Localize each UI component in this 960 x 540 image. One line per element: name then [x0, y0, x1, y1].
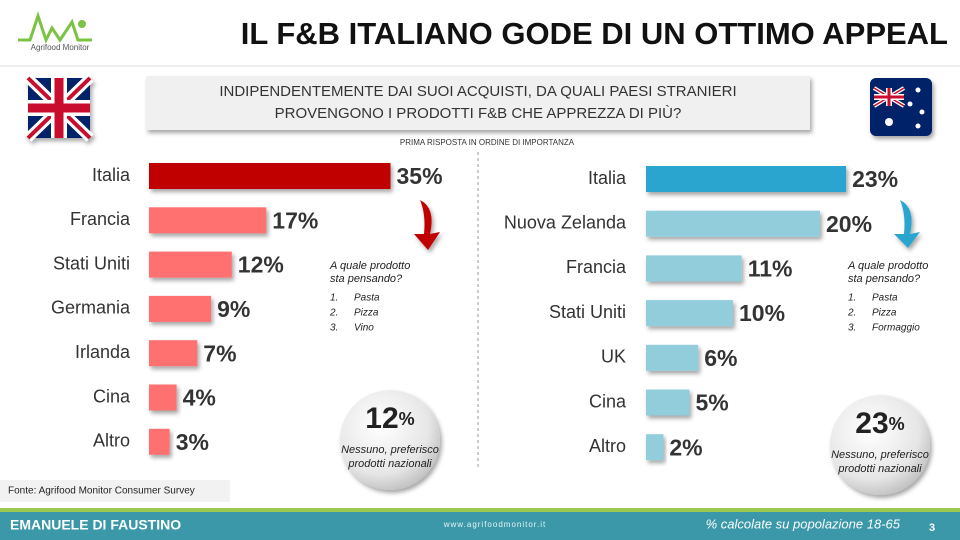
australia-flag	[870, 78, 932, 136]
annotation-item: Pasta	[872, 293, 898, 304]
category-label: Altro	[589, 436, 626, 456]
annotation-item: Pizza	[354, 308, 379, 319]
category-label: Italia	[92, 165, 131, 185]
website: www.agrifoodmonitor.it	[443, 520, 546, 529]
source-box	[0, 480, 230, 502]
annotation-number: 3.	[330, 323, 338, 334]
category-label: Francia	[70, 209, 131, 229]
question: INDIPENDENTEMENTE DAI SUOI ACQUISTI, DA …	[219, 83, 736, 100]
bar	[149, 340, 198, 367]
annotation-number: 1.	[848, 293, 856, 304]
value-label: 4%	[183, 385, 216, 411]
logo-text: Agrifood Monitor	[31, 43, 90, 52]
category-label: Stati Uniti	[549, 302, 626, 322]
category-label: Francia	[566, 257, 627, 277]
value-label: 6%	[704, 345, 737, 371]
value-label: 10%	[739, 300, 785, 326]
bar	[149, 384, 177, 411]
bubble-text: prodotti nazionali	[837, 463, 922, 475]
category-label: Altro	[93, 431, 130, 451]
category-label: Italia	[588, 168, 627, 188]
category-label: Germania	[51, 298, 131, 318]
annotation-title: A quale prodotto	[329, 260, 410, 272]
annotation-title: sta pensando?	[848, 273, 921, 285]
slide-title: IL F&B ITALIANO GODE DI UN OTTIMO APPEAL	[241, 16, 948, 51]
author: EMANUELE DI FAUSTINO	[10, 517, 181, 533]
annotation-number: 3.	[848, 323, 856, 334]
value-label: 3%	[176, 429, 209, 455]
value-label: 11%	[748, 255, 793, 281]
bar	[149, 251, 232, 278]
footnote: % calcolate su popolazione 18-65	[706, 516, 901, 531]
bubble-text: prodotti nazionali	[347, 458, 432, 470]
bar	[646, 255, 742, 282]
category-label: Irlanda	[75, 342, 131, 362]
bubble	[340, 390, 440, 490]
bar	[149, 163, 391, 189]
annotation-item: Pasta	[354, 293, 380, 304]
annotation-number: 1.	[330, 293, 338, 304]
question: PROVENGONO I PRODOTTI F&B CHE APPREZZA D…	[275, 105, 682, 122]
category-label: Nuova Zelanda	[504, 212, 627, 232]
annotation-item: Vino	[354, 323, 374, 334]
bar	[149, 295, 212, 322]
value-label: 23%	[852, 166, 898, 192]
bubble-value: 12%	[365, 402, 414, 435]
value-label: 7%	[203, 340, 236, 366]
bubble-number: 23	[855, 407, 888, 440]
source: Fonte: Agrifood Monitor Consumer Survey	[8, 486, 195, 497]
annotation-item: Pizza	[872, 308, 897, 319]
question-box	[146, 76, 810, 130]
bar	[149, 207, 267, 234]
value-label: 12%	[238, 252, 284, 278]
annotation-number: 2.	[329, 308, 338, 319]
bubble-value: 23%	[855, 407, 904, 440]
arrow	[414, 200, 440, 250]
value-label: 17%	[272, 207, 318, 233]
annotation-number: 2.	[847, 308, 856, 319]
bubble-number: 12	[365, 402, 398, 435]
bar	[646, 300, 733, 327]
footer-rule	[0, 508, 960, 512]
annotation-title: A quale prodotto	[847, 260, 928, 272]
category-label: Cina	[589, 391, 627, 411]
logo: Agrifood Monitor	[18, 11, 92, 52]
category-label: UK	[601, 347, 626, 367]
bar	[646, 389, 690, 416]
value-label: 5%	[696, 390, 729, 416]
value-label: 9%	[217, 296, 250, 322]
value-label: 20%	[826, 211, 872, 237]
uk-flag	[24, 74, 94, 142]
subtitle: PRIMA RISPOSTA IN ORDINE DI IMPORTANZA	[400, 138, 575, 147]
bar	[646, 210, 820, 237]
bar	[646, 434, 664, 461]
annotation-item: Formaggio	[872, 323, 920, 334]
bubble-text: Nessuno, preferisco	[341, 444, 439, 456]
bar	[646, 166, 847, 192]
header	[0, 0, 960, 66]
page-number: 3	[929, 522, 935, 534]
annotation-title: sta pensando?	[330, 273, 403, 285]
arrow	[894, 200, 920, 248]
bar	[149, 428, 170, 455]
bubble	[830, 395, 930, 495]
bar	[646, 344, 699, 371]
value-label: 2%	[669, 434, 702, 460]
value-label: 35%	[397, 163, 443, 189]
bubble-unit: %	[399, 409, 415, 429]
bubble-unit: %	[889, 414, 905, 434]
footer	[0, 512, 960, 540]
category-label: Stati Uniti	[53, 253, 130, 273]
bubble-text: Nessuno, preferisco	[831, 449, 929, 461]
category-label: Cina	[93, 386, 131, 406]
